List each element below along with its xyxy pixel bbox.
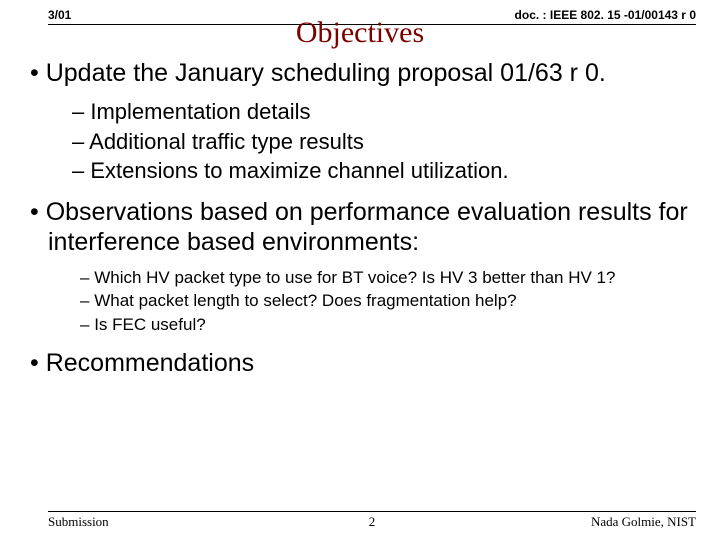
footer-rule — [48, 511, 696, 512]
bullet-2: Observations based on performance evalua… — [24, 197, 710, 257]
footer-left: Submission — [48, 514, 109, 530]
bullet-2-sub-1: Which HV packet type to use for BT voice… — [80, 267, 710, 289]
bullet-1-sub-1: Implementation details — [72, 98, 710, 126]
slide-title: Objectives — [0, 16, 720, 50]
bullet-2-sub-2: What packet length to select? Does fragm… — [80, 290, 710, 312]
bullet-1: Update the January scheduling proposal 0… — [24, 58, 710, 88]
bullet-1-sub-2: Additional traffic type results — [72, 128, 710, 156]
slide-footer: Submission 2 Nada Golmie, NIST — [48, 514, 696, 530]
bullet-1-sub-3: Extensions to maximize channel utilizati… — [72, 157, 710, 185]
slide-content: Update the January scheduling proposal 0… — [24, 58, 710, 388]
bullet-2-sub-3: Is FEC useful? — [80, 314, 710, 336]
bullet-3: Recommendations — [24, 348, 710, 378]
footer-author: Nada Golmie, NIST — [591, 514, 696, 530]
